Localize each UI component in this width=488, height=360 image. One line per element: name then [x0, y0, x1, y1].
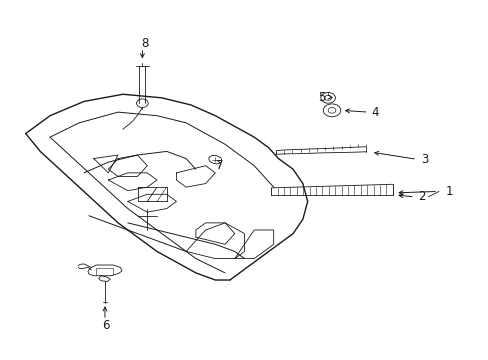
Text: 6: 6 — [102, 319, 109, 332]
Text: 3: 3 — [420, 153, 427, 166]
Text: 4: 4 — [370, 106, 378, 120]
Text: 1: 1 — [445, 185, 452, 198]
Text: 5: 5 — [318, 91, 325, 104]
Text: 7: 7 — [216, 159, 224, 172]
Text: 2: 2 — [417, 190, 425, 203]
Text: 8: 8 — [141, 37, 148, 50]
